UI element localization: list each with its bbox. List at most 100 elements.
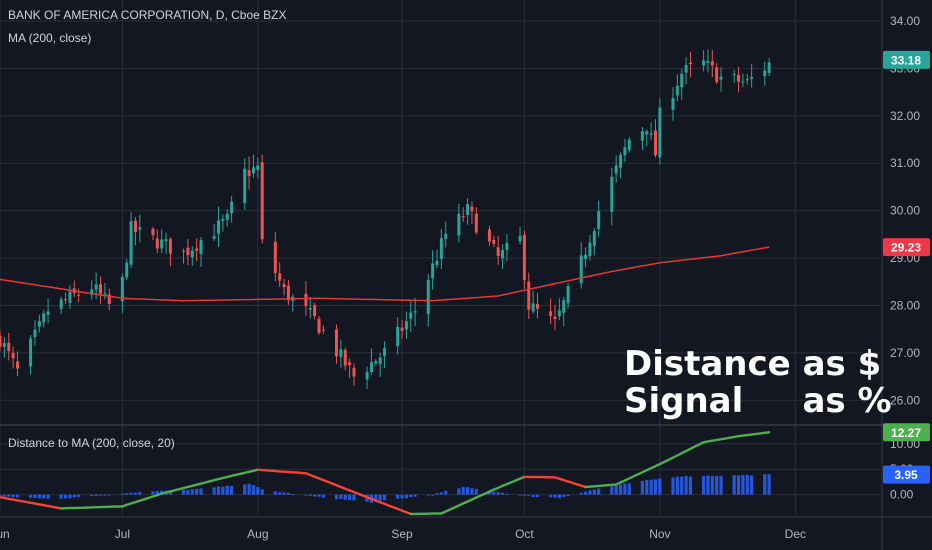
histogram-bar bbox=[680, 476, 684, 495]
candle-body bbox=[120, 276, 124, 302]
candle-body bbox=[610, 176, 614, 212]
histogram-bar bbox=[741, 474, 745, 495]
candle bbox=[46, 298, 50, 324]
signal-segment bbox=[584, 431, 771, 489]
candle-body bbox=[286, 285, 290, 301]
histogram-bar bbox=[461, 486, 465, 495]
price-tick-label: 30.00 bbox=[890, 204, 920, 218]
histogram-bar bbox=[216, 486, 221, 495]
candle bbox=[649, 122, 653, 141]
histogram-bar bbox=[496, 492, 500, 495]
candle-body bbox=[640, 131, 644, 141]
histogram-bar bbox=[7, 494, 11, 497]
histogram-bar bbox=[658, 478, 662, 495]
time-tick-label: Jul bbox=[115, 527, 130, 541]
candle bbox=[120, 273, 124, 313]
candle bbox=[321, 325, 325, 335]
candle-body bbox=[675, 85, 679, 96]
candle bbox=[457, 203, 461, 243]
candle bbox=[29, 335, 33, 375]
candle-body bbox=[745, 79, 749, 81]
histogram-bar bbox=[618, 484, 623, 495]
candle-body bbox=[487, 229, 491, 242]
candle-body bbox=[710, 61, 714, 66]
histogram-bar bbox=[256, 487, 260, 495]
indicator-legend[interactable]: Distance to MA (200, close, 20) bbox=[8, 436, 175, 450]
histogram-bar bbox=[706, 475, 710, 495]
histogram-bar bbox=[701, 476, 706, 495]
histogram-bar bbox=[396, 494, 400, 499]
candle bbox=[557, 298, 561, 321]
candle bbox=[404, 311, 408, 339]
histogram-bar bbox=[745, 474, 749, 495]
candle bbox=[72, 280, 76, 298]
histogram-bar bbox=[653, 479, 658, 495]
histogram-bar bbox=[103, 494, 107, 496]
candle-body bbox=[579, 255, 583, 284]
histogram-bar bbox=[286, 492, 291, 495]
histogram-bar bbox=[151, 491, 155, 495]
signal-segment bbox=[409, 475, 526, 516]
histogram-bar bbox=[610, 486, 614, 495]
histogram-bar bbox=[90, 494, 94, 496]
histogram-bar bbox=[15, 494, 20, 498]
candle bbox=[706, 49, 710, 73]
histogram-bar bbox=[710, 475, 714, 495]
candle-body bbox=[531, 303, 535, 312]
candle bbox=[444, 221, 448, 248]
candle bbox=[645, 129, 649, 147]
histogram-bar bbox=[382, 494, 387, 501]
candle-body bbox=[0, 335, 2, 347]
histogram-bar bbox=[334, 494, 339, 500]
histogram-bar bbox=[352, 494, 356, 501]
candle-body bbox=[527, 281, 531, 310]
candle-body bbox=[732, 74, 736, 76]
candle-body bbox=[413, 311, 417, 313]
candle-body bbox=[321, 329, 325, 331]
candle-body bbox=[164, 239, 168, 242]
candle-body bbox=[649, 133, 653, 135]
histogram-bar bbox=[378, 494, 382, 501]
candle bbox=[474, 207, 478, 235]
histogram-bar bbox=[400, 494, 404, 499]
time-tick-label: Oct bbox=[515, 527, 534, 541]
candle-body bbox=[374, 361, 378, 364]
histogram-bar bbox=[588, 490, 592, 495]
histogram-bar bbox=[531, 494, 535, 498]
candle bbox=[129, 211, 133, 269]
histogram-bar bbox=[278, 492, 282, 495]
candle bbox=[190, 246, 194, 266]
last-price-tag: 33.18 bbox=[883, 50, 930, 69]
histogram-bar bbox=[474, 488, 478, 495]
histogram-bar bbox=[129, 492, 133, 495]
histogram-bar bbox=[230, 485, 234, 495]
candle bbox=[348, 358, 352, 379]
candle-body bbox=[282, 284, 286, 288]
candle bbox=[199, 236, 203, 267]
histogram-bar bbox=[557, 494, 561, 498]
candle bbox=[374, 359, 378, 366]
histogram-bar bbox=[28, 494, 33, 498]
candle-body bbox=[103, 293, 107, 295]
histogram-bar bbox=[33, 494, 37, 498]
ma-legend[interactable]: MA (200, close) bbox=[8, 31, 92, 45]
candle bbox=[466, 198, 470, 225]
symbol-title[interactable]: BANK OF AMERICA CORPORATION, D, Cboe BZX bbox=[8, 8, 287, 22]
candle bbox=[107, 288, 111, 311]
candle bbox=[654, 119, 657, 158]
candle bbox=[409, 300, 413, 333]
candle bbox=[247, 156, 251, 190]
last-price-tag-text: 33.18 bbox=[891, 53, 921, 67]
candle-body bbox=[466, 204, 470, 215]
candle-body bbox=[155, 238, 159, 249]
candle-body bbox=[273, 241, 277, 274]
histogram-bar bbox=[562, 494, 566, 497]
histogram-bar bbox=[195, 488, 199, 495]
candle-body bbox=[431, 263, 435, 279]
candle bbox=[15, 351, 19, 376]
candle-body bbox=[645, 131, 649, 135]
candle-body bbox=[129, 221, 133, 265]
histogram-bar bbox=[181, 489, 186, 495]
